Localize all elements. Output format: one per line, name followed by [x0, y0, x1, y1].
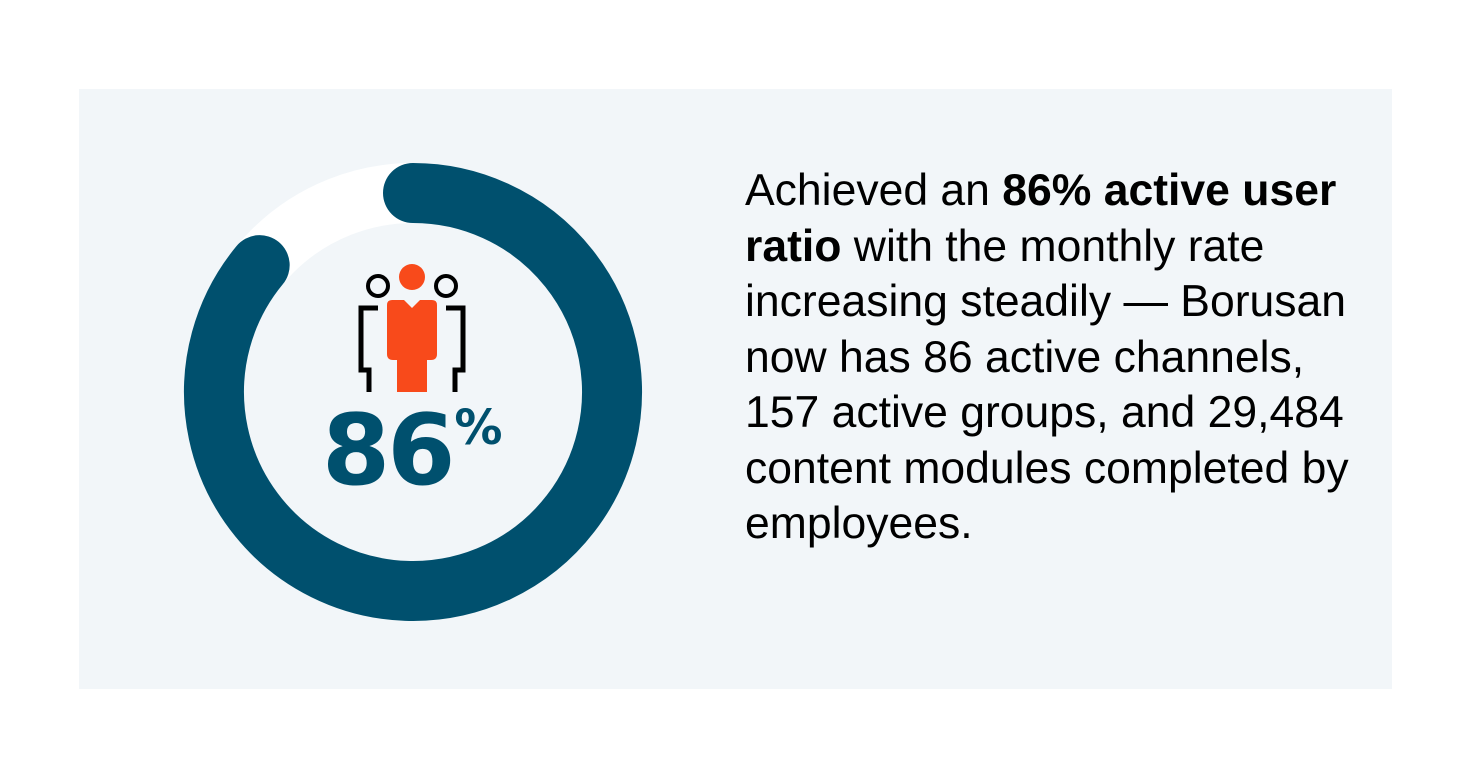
donut-progress-arc [184, 163, 642, 621]
percent-value: 86% [322, 402, 502, 500]
people-group-icon [358, 264, 466, 392]
description-rest: with the monthly rate increasing steadil… [745, 221, 1349, 549]
percent-sign: % [454, 400, 503, 456]
description-text: Achieved an 86% active user ratio with t… [745, 163, 1365, 552]
description-lead: Achieved an [745, 166, 1003, 215]
description-highlight: 86% active user ratio [745, 166, 1337, 271]
percent-number: 86 [322, 394, 455, 508]
progress-donut [184, 163, 642, 621]
